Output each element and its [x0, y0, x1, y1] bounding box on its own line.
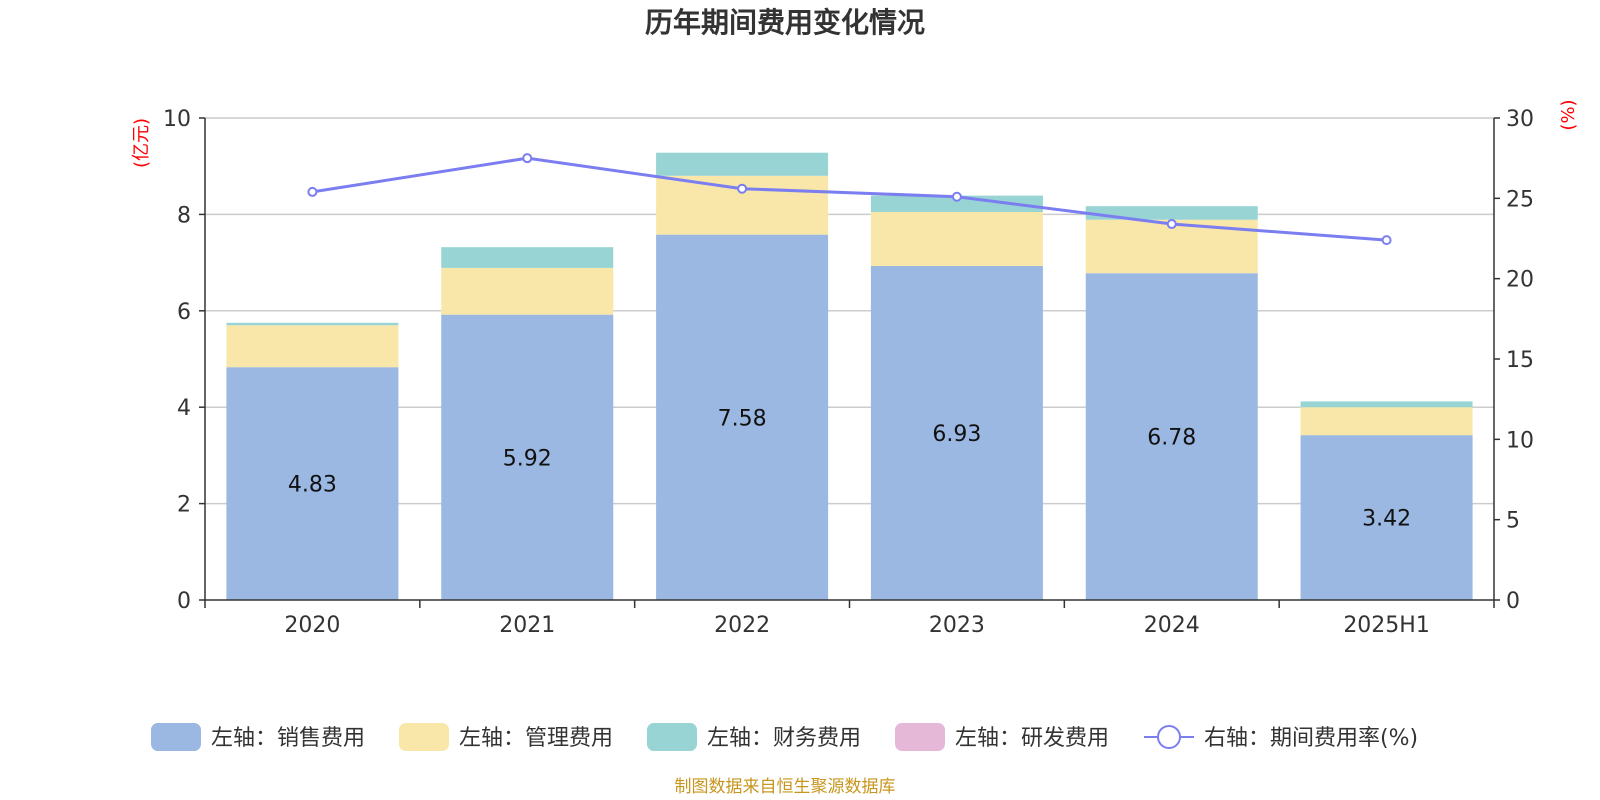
- bar-value-label: 6.93: [932, 422, 981, 447]
- axes: 0 2 4 6 8 10 0 5 10 15 20 25 30 2020 2021 2022 2023 2024 2…: [163, 107, 1534, 638]
- right-axis-tick-label: 0: [1506, 589, 1520, 614]
- bar-segment: [226, 322, 399, 326]
- bars: [226, 152, 1473, 601]
- x-axis-tick-label: 2021: [499, 613, 555, 638]
- bar-value-label: 6.78: [1147, 426, 1196, 451]
- rate-line-point: [307, 186, 318, 197]
- x-axis-tick-label: 2025H1: [1343, 613, 1430, 638]
- bar-value-label: 7.58: [718, 406, 767, 431]
- bar-segment: [1085, 206, 1258, 220]
- legend-label: 右轴：期间费用率(%): [1204, 726, 1418, 751]
- rate-line: [307, 153, 1392, 246]
- x-axis-tick-label: 2023: [929, 613, 985, 638]
- bar-segment: [870, 195, 1043, 212]
- legend-label: 左轴：财务费用: [707, 726, 861, 751]
- source-note: 制图数据来自恒生聚源数据库: [675, 777, 896, 797]
- legend-label: 左轴：销售费用: [211, 726, 365, 751]
- bar-segment: [441, 247, 614, 268]
- bar-segment: [226, 367, 399, 600]
- left-axis-tick-label: 0: [177, 589, 191, 614]
- left-axis-tick-label: 4: [177, 396, 191, 421]
- left-axis-tick-label: 10: [163, 107, 191, 132]
- legend: 左轴：销售费用 左轴：管理费用 左轴：财务费用 左轴：研发费用 右轴：期间费用率(%): [151, 723, 1418, 751]
- legend-line-marker: [1157, 725, 1181, 749]
- bar-segment: [1300, 435, 1473, 600]
- left-axis-tick-label: 6: [177, 300, 191, 325]
- right-axis-tick-label: 15: [1506, 348, 1534, 373]
- bar-segment: [226, 325, 399, 368]
- bar-segment: [1085, 273, 1258, 600]
- bar-segment: [870, 211, 1043, 266]
- rate-line-point: [1381, 235, 1392, 246]
- rate-line-path: [312, 156, 1387, 242]
- right-axis-tick-label: 5: [1506, 509, 1520, 534]
- right-axis-tick-label: 30: [1506, 107, 1534, 132]
- bar-value-label: 4.83: [288, 473, 337, 498]
- gridlines: [205, 117, 1494, 505]
- bar-segment: [656, 152, 829, 176]
- right-axis-tick-label: 10: [1506, 428, 1534, 453]
- right-axis-unit: (%): [1558, 99, 1579, 130]
- x-axis-tick-label: 2024: [1144, 613, 1200, 638]
- rate-line-point: [951, 191, 962, 202]
- legend-swatch: [647, 723, 697, 751]
- right-axis-tick-label: 20: [1506, 268, 1534, 293]
- legend-swatch: [895, 723, 945, 751]
- bar-value-label: 3.42: [1362, 507, 1411, 532]
- legend-swatch: [151, 723, 201, 751]
- left-axis-unit: (亿元): [131, 118, 152, 168]
- left-axis-tick-label: 2: [177, 493, 191, 518]
- rate-line-point: [1166, 219, 1177, 230]
- bar-labels: 4.83 5.92 7.58 6.93 6.78 3.42: [288, 406, 1411, 531]
- bar-segment: [1300, 407, 1473, 436]
- chart-title: 历年期间费用变化情况: [645, 6, 925, 39]
- x-axis-tick-label: 2020: [284, 613, 340, 638]
- bar-segment: [870, 265, 1043, 600]
- legend-swatch: [399, 723, 449, 751]
- bar-segment: [441, 314, 614, 600]
- x-axis-tick-label: 2022: [714, 613, 770, 638]
- right-axis-tick-label: 25: [1506, 187, 1534, 212]
- bar-segment: [656, 234, 829, 601]
- legend-label: 左轴：研发费用: [955, 726, 1109, 751]
- bar-value-label: 5.92: [503, 446, 552, 471]
- legend-label: 左轴：管理费用: [459, 726, 613, 751]
- left-axis-tick-label: 8: [177, 203, 191, 228]
- rate-line-point: [522, 153, 533, 164]
- rate-line-point: [737, 183, 748, 194]
- bar-segment: [1300, 401, 1473, 408]
- bar-segment: [441, 267, 614, 315]
